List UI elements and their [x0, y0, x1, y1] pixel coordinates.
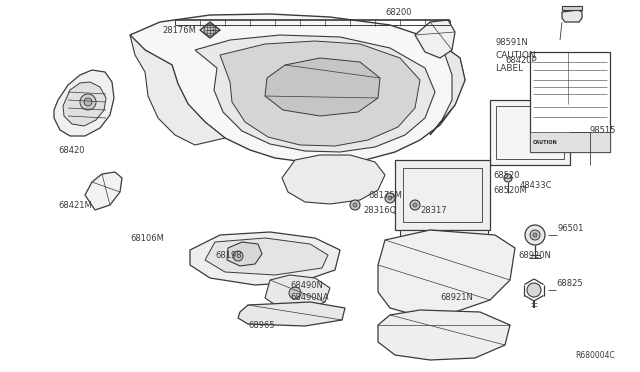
Circle shape: [385, 193, 395, 203]
Circle shape: [530, 230, 540, 240]
Circle shape: [233, 251, 243, 261]
Text: 98515: 98515: [590, 125, 616, 135]
Text: 68106M: 68106M: [130, 234, 164, 243]
Text: 28316Q: 28316Q: [363, 205, 396, 215]
Circle shape: [533, 233, 537, 237]
Circle shape: [350, 200, 360, 210]
Text: 68490N: 68490N: [290, 280, 323, 289]
Polygon shape: [430, 40, 465, 135]
Polygon shape: [227, 242, 262, 266]
Text: 28176M: 28176M: [162, 26, 196, 35]
Polygon shape: [282, 155, 385, 204]
Circle shape: [289, 287, 301, 299]
Text: R680004C: R680004C: [575, 350, 615, 359]
Circle shape: [204, 24, 216, 36]
Polygon shape: [265, 58, 380, 116]
Polygon shape: [130, 35, 225, 145]
Text: CAUTION: CAUTION: [495, 51, 536, 60]
Polygon shape: [63, 82, 106, 126]
Polygon shape: [205, 238, 328, 275]
Polygon shape: [530, 132, 610, 152]
Text: 68921N: 68921N: [440, 294, 473, 302]
Text: 68490NA: 68490NA: [290, 294, 328, 302]
Text: 68520M: 68520M: [493, 186, 527, 195]
Text: 28317: 28317: [420, 205, 447, 215]
Text: 68965: 68965: [248, 321, 275, 330]
Circle shape: [410, 200, 420, 210]
Text: 68200: 68200: [385, 7, 412, 16]
Polygon shape: [562, 6, 582, 10]
Polygon shape: [400, 230, 488, 248]
Polygon shape: [54, 70, 114, 136]
Text: CAUTION: CAUTION: [533, 140, 557, 144]
Polygon shape: [562, 10, 582, 22]
Polygon shape: [195, 35, 435, 152]
Text: 98591N: 98591N: [495, 38, 528, 46]
Polygon shape: [530, 52, 610, 152]
Polygon shape: [490, 100, 570, 165]
Text: 68175M: 68175M: [368, 190, 402, 199]
Text: 68420P: 68420P: [505, 55, 536, 64]
Polygon shape: [378, 230, 515, 315]
Text: 68198: 68198: [215, 250, 242, 260]
Text: 68520: 68520: [493, 170, 520, 180]
Circle shape: [413, 203, 417, 207]
Text: 68825: 68825: [556, 279, 582, 289]
Circle shape: [80, 94, 96, 110]
Text: 96501: 96501: [557, 224, 584, 232]
Polygon shape: [220, 41, 420, 146]
Polygon shape: [395, 160, 490, 230]
Polygon shape: [85, 172, 122, 210]
Text: 48433C: 48433C: [520, 180, 552, 189]
Text: 68420: 68420: [58, 145, 84, 154]
Text: 68421M: 68421M: [58, 201, 92, 209]
Polygon shape: [200, 22, 220, 38]
Polygon shape: [190, 232, 340, 285]
Circle shape: [84, 98, 92, 106]
Circle shape: [527, 283, 541, 297]
Circle shape: [504, 174, 512, 182]
Text: 68920N: 68920N: [518, 250, 551, 260]
Polygon shape: [130, 14, 465, 163]
Text: LABEL: LABEL: [495, 64, 523, 73]
Polygon shape: [238, 302, 345, 326]
Polygon shape: [378, 310, 510, 360]
Circle shape: [525, 225, 545, 245]
Polygon shape: [415, 20, 455, 58]
Circle shape: [388, 196, 392, 200]
Polygon shape: [265, 275, 330, 310]
Circle shape: [353, 203, 357, 207]
